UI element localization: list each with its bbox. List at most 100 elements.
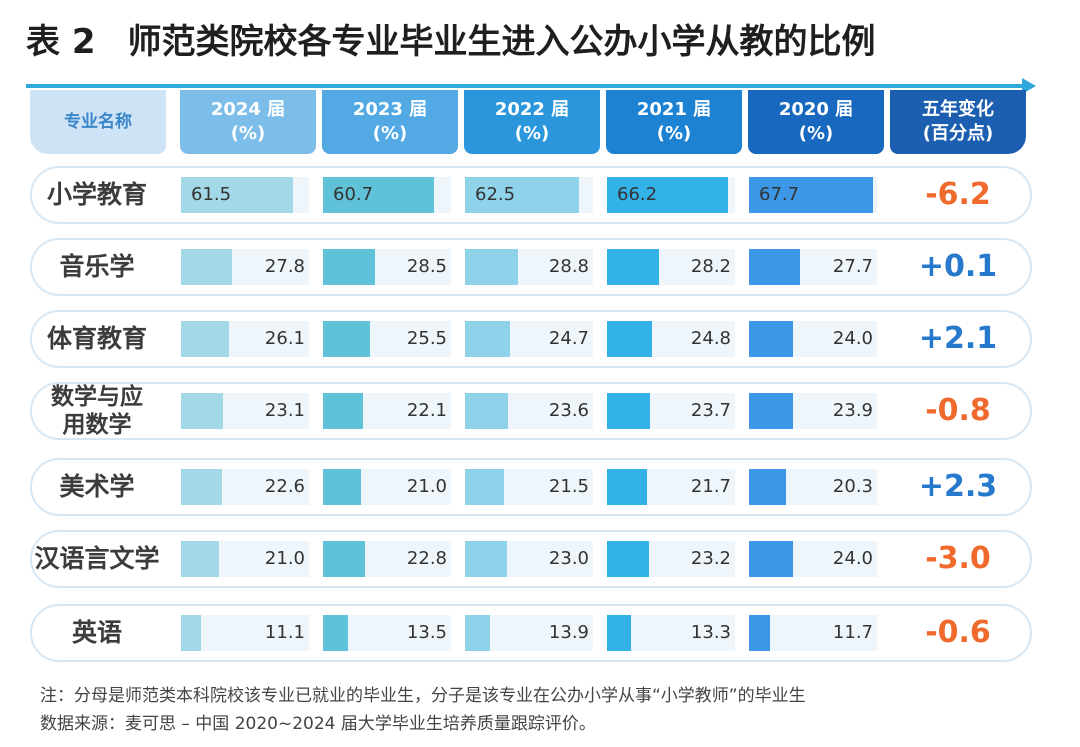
header-year-3: 2022 届 (%) (464, 90, 600, 154)
value-bar (181, 177, 293, 213)
value-bar (323, 393, 363, 429)
value-bar (465, 249, 518, 285)
major-name: 汉语言文学 (34, 544, 160, 573)
value-label: 23.2 (690, 548, 731, 569)
value-label: 13.3 (690, 622, 731, 643)
title-rule (26, 84, 1026, 88)
value-label: 24.0 (832, 548, 873, 569)
value-label: 66.2 (617, 184, 658, 205)
value-label: 61.5 (191, 184, 232, 205)
value-label: 67.7 (759, 184, 800, 205)
source-note: 数据来源：麦可思 – 中国 2020~2024 届大学毕业生培养质量跟踪评价。 (40, 714, 596, 734)
cell-background (749, 615, 877, 651)
five-year-change: +0.1 (918, 249, 998, 284)
value-bar (181, 321, 229, 357)
header-change-line2: (百分点) (922, 123, 994, 144)
value-bar (465, 541, 507, 577)
value-bar (607, 321, 652, 357)
value-label: 11.1 (264, 622, 305, 643)
value-label: 23.6 (548, 400, 589, 421)
value-label: 23.0 (548, 548, 589, 569)
value-bar (181, 249, 232, 285)
value-label: 60.7 (333, 184, 374, 205)
value-label: 24.7 (548, 328, 589, 349)
value-bar (323, 249, 375, 285)
value-bar (607, 249, 659, 285)
value-label: 28.5 (406, 256, 447, 277)
header-major: 专业名称 (30, 90, 166, 154)
value-bar (323, 469, 361, 505)
value-bar (323, 615, 348, 651)
value-bar (465, 469, 504, 505)
value-label: 21.7 (690, 476, 731, 497)
five-year-change: +2.1 (918, 321, 998, 356)
value-label: 21.0 (264, 548, 305, 569)
value-bar (749, 249, 800, 285)
value-bar (607, 469, 647, 505)
value-bar (465, 177, 579, 213)
value-label: 24.0 (832, 328, 873, 349)
value-label: 27.7 (832, 256, 873, 277)
value-bar (465, 393, 508, 429)
header-year-label: 2022 届 (494, 99, 570, 120)
header-year-1: 2024 届 (%) (180, 90, 316, 154)
value-label: 20.3 (832, 476, 873, 497)
value-bar (323, 321, 370, 357)
cell-background (181, 615, 309, 651)
value-label: 11.7 (832, 622, 873, 643)
header-unit-label: (%) (230, 123, 266, 144)
five-year-change: +2.3 (918, 469, 998, 504)
header-year-label: 2021 届 (636, 99, 712, 120)
major-name: 数学与应用数学 (51, 384, 143, 438)
major-name: 英语 (71, 618, 122, 647)
table-number: 表 2 (26, 22, 96, 62)
header-five-year-change: 五年变化 (百分点) (890, 90, 1026, 154)
value-bar (749, 321, 793, 357)
value-bar (181, 469, 222, 505)
header-unit-label: (%) (656, 123, 692, 144)
value-bar (607, 177, 728, 213)
header-change-line1: 五年变化 (922, 99, 994, 120)
header-year-4: 2021 届 (%) (606, 90, 742, 154)
five-year-change: -0.8 (925, 393, 991, 428)
five-year-change: -6.2 (925, 177, 991, 212)
value-label: 23.1 (264, 400, 305, 421)
major-name: 体育教育 (46, 324, 147, 353)
value-bar (465, 615, 490, 651)
value-label: 23.7 (690, 400, 731, 421)
value-label: 25.5 (406, 328, 447, 349)
value-label: 27.8 (264, 256, 305, 277)
value-bar (465, 321, 510, 357)
value-bar (749, 541, 793, 577)
value-label: 21.5 (548, 476, 589, 497)
header-year-label: 2023 届 (352, 99, 428, 120)
header-unit-label: (%) (514, 123, 550, 144)
value-label: 13.5 (406, 622, 447, 643)
value-label: 28.8 (548, 256, 589, 277)
value-bar (181, 541, 219, 577)
value-bar (749, 469, 786, 505)
header-year-5: 2020 届 (%) (748, 90, 884, 154)
value-bar (749, 393, 793, 429)
footnote: 注：分母是师范类本科院校该专业已就业的毕业生，分子是该专业在公办小学从事“小学教… (40, 686, 806, 706)
header-year-2: 2023 届 (%) (322, 90, 458, 154)
value-label: 22.6 (264, 476, 305, 497)
value-bar (323, 177, 434, 213)
value-label: 28.2 (690, 256, 731, 277)
value-label: 26.1 (264, 328, 305, 349)
chart-title: 表 2 师范类院校各专业毕业生进入公办小学从教的比例 (26, 14, 876, 63)
major-name: 音乐学 (59, 252, 135, 281)
value-bar (607, 541, 649, 577)
header-major-label: 专业名称 (64, 112, 132, 132)
value-bar (181, 615, 201, 651)
value-bar (749, 177, 873, 213)
title-text: 师范类院校各专业毕业生进入公办小学从教的比例 (127, 22, 876, 62)
header-year-label: 2024 届 (210, 99, 286, 120)
major-name: 美术学 (59, 472, 135, 501)
value-bar (323, 541, 365, 577)
value-label: 13.9 (548, 622, 589, 643)
header-unit-label: (%) (798, 123, 834, 144)
value-label: 62.5 (475, 184, 516, 205)
value-bar (181, 393, 223, 429)
value-label: 23.9 (832, 400, 873, 421)
